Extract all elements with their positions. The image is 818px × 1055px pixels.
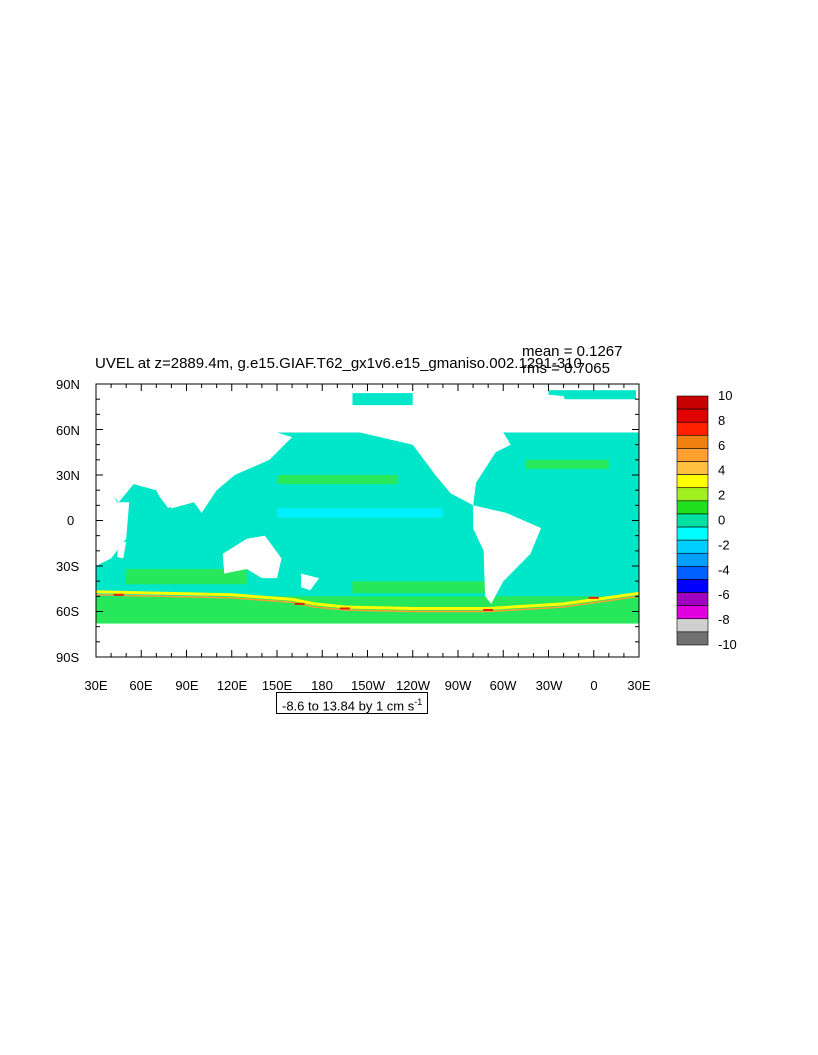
eurasia — [96, 432, 293, 513]
colorbar-swatch — [676, 461, 709, 475]
colorbar-label: 4 — [718, 463, 725, 478]
range-text: -8.6 to 13.84 by 1 cm s — [282, 698, 415, 714]
colorbar-label: 2 — [718, 488, 725, 503]
jet-yellow — [95, 590, 640, 610]
arctic-strip-east — [548, 390, 636, 400]
colorbar-label: -2 — [718, 537, 730, 552]
colorbar-swatch — [676, 513, 709, 528]
arctic-strip-mid — [352, 393, 413, 406]
colorbar-swatch — [676, 435, 709, 449]
colorbar-swatch — [676, 605, 709, 620]
colorbar-label: -4 — [718, 562, 730, 577]
x-tick-label: 60E — [129, 678, 152, 693]
colorbar-labels: 10 8 6 4 2 0 -2 -4 -6 -8 -10 — [718, 388, 737, 652]
new-zealand — [301, 573, 320, 591]
south-america — [473, 505, 541, 604]
x-tick-label: 150W — [351, 678, 386, 693]
x-tick-label: 30W — [536, 678, 563, 693]
colorbar-swatch — [676, 618, 709, 633]
colorbar-swatch — [676, 566, 709, 580]
colorbar — [676, 395, 709, 646]
x-tick-label: 180 — [311, 678, 333, 693]
x-axis-labels: 30E 60E 90E 120E 150E 180 150W 120W 90W … — [84, 678, 650, 693]
colorbar-label: 10 — [718, 388, 732, 403]
colorbar-label: 6 — [718, 438, 725, 453]
y-axis-labels: 90N 60N 30N 0 30S 60S 90S — [56, 377, 80, 665]
x-tick-label: 60W — [490, 678, 517, 693]
colorbar-swatch — [676, 395, 709, 410]
axis-ticks — [95, 383, 640, 658]
north-pacific-band — [277, 475, 398, 485]
colorbar-swatch — [676, 487, 709, 502]
jet-orange — [95, 594, 640, 613]
y-tick-label: 30S — [56, 559, 79, 574]
colorbar-label: 0 — [718, 513, 725, 528]
x-tick-label: 0 — [590, 678, 597, 693]
colorbar-swatch — [676, 500, 709, 515]
x-tick-label: 150E — [262, 678, 293, 693]
jet-red-streak — [339, 607, 350, 610]
equatorial-band — [277, 508, 443, 518]
colorbar-label: -10 — [718, 637, 737, 652]
arctic-land-gap — [96, 390, 549, 433]
colorbar-swatch — [676, 448, 709, 462]
colorbar-swatch — [676, 408, 709, 423]
colorbar-swatch — [676, 539, 709, 554]
x-tick-label: 120W — [396, 678, 431, 693]
mean-stat: mean = 0.1267 — [522, 343, 623, 360]
x-tick-label: 90W — [445, 678, 472, 693]
north-america — [337, 432, 511, 506]
colorbar-label: 8 — [718, 413, 725, 428]
rms-stat: rms = 0.7065 — [522, 360, 610, 377]
colorbar-swatch — [676, 526, 709, 541]
y-tick-label: 0 — [67, 513, 74, 528]
colorbar-swatch — [676, 631, 709, 646]
greenland — [503, 391, 572, 430]
colorbar-label: -8 — [718, 612, 730, 627]
y-tick-label: 60S — [56, 604, 79, 619]
colorbar-label: -6 — [718, 587, 730, 602]
range-unit-exponent: -1 — [414, 697, 423, 707]
map-title: UVEL at z=2889.4m, g.e15.GIAF.T62_gx1v6.… — [95, 355, 582, 372]
colorbar-swatch — [676, 421, 709, 436]
colorbar-swatch — [676, 474, 709, 489]
y-tick-label: 90N — [56, 377, 80, 392]
map-area — [80, 383, 640, 658]
pacific-south-band — [352, 581, 489, 594]
y-tick-label: 30N — [56, 468, 80, 483]
x-tick-label: 90E — [175, 678, 198, 693]
contour-range-label: -8.6 to 13.84 by 1 cm s-1 — [276, 692, 429, 714]
atlantic-band — [525, 459, 609, 469]
circumpolar-jet — [95, 590, 640, 613]
colorbar-swatch — [676, 579, 709, 593]
australia — [222, 535, 282, 579]
jet-red-streak — [588, 596, 599, 599]
y-tick-label: 90S — [56, 650, 79, 665]
x-tick-label: 120E — [217, 678, 248, 693]
y-tick-label: 60N — [56, 423, 80, 438]
jet-red-streak — [483, 608, 494, 611]
colorbar-swatch — [676, 552, 709, 567]
madagascar — [117, 541, 127, 559]
x-tick-label: 30E — [627, 678, 650, 693]
africa — [80, 475, 130, 574]
antarctica — [96, 623, 639, 657]
india — [153, 484, 184, 509]
indian-ocean-band — [126, 569, 247, 585]
colorbar-swatch — [676, 592, 709, 606]
jet-red-streak — [113, 593, 124, 596]
jet-red-streak — [294, 602, 305, 605]
x-tick-label: 30E — [84, 678, 107, 693]
